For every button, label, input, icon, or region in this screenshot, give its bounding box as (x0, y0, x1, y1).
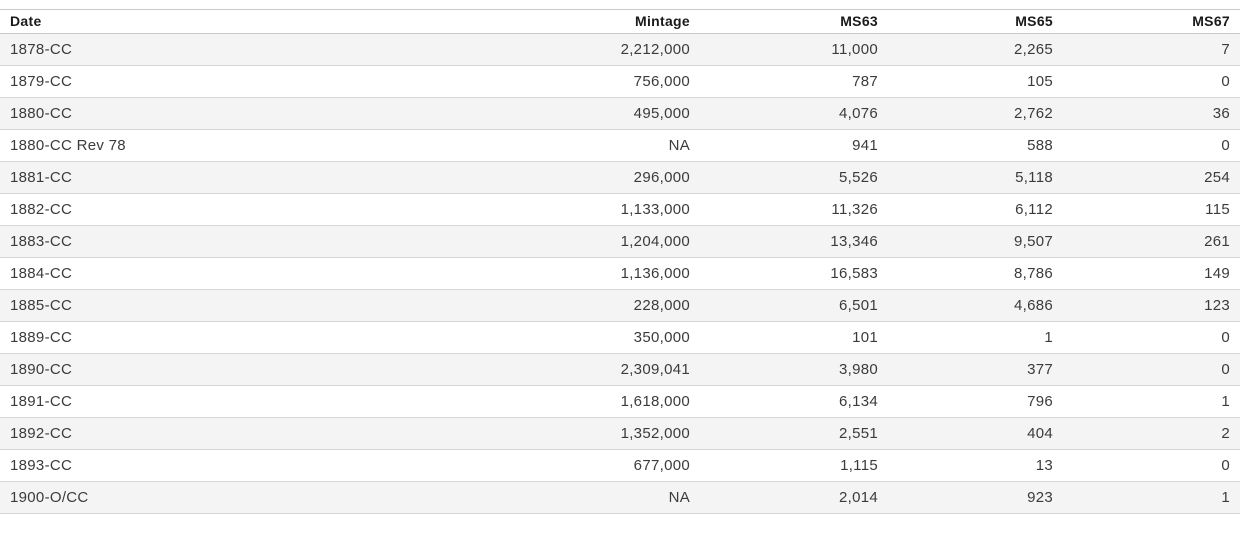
cell-ms63: 787 (700, 65, 888, 98)
cell-ms65: 8,786 (888, 257, 1063, 290)
table-row: 1889-CC 350,000 101 1 0 (0, 321, 1240, 354)
cell-ms63: 16,583 (700, 257, 888, 290)
table-row: 1879-CC 756,000 787 105 0 (0, 65, 1240, 98)
cell-mintage: 2,309,041 (520, 353, 700, 386)
cell-ms65: 2,265 (888, 33, 1063, 66)
table-row: 1892-CC 1,352,000 2,551 404 2 (0, 417, 1240, 450)
cell-ms65: 923 (888, 481, 1063, 514)
cell-date: 1891-CC (0, 385, 520, 418)
coin-population-table: Date Mintage MS63 MS65 MS67 1878-CC 2,21… (0, 9, 1240, 514)
column-header-ms63: MS63 (700, 9, 888, 34)
cell-mintage: 1,618,000 (520, 385, 700, 418)
cell-date: 1885-CC (0, 289, 520, 322)
table-row: 1878-CC 2,212,000 11,000 2,265 7 (0, 33, 1240, 66)
cell-ms65: 588 (888, 129, 1063, 162)
table-row: 1893-CC 677,000 1,115 13 0 (0, 449, 1240, 482)
cell-ms65: 4,686 (888, 289, 1063, 322)
column-header-mintage: Mintage (520, 9, 700, 34)
cell-date: 1884-CC (0, 257, 520, 290)
cell-ms63: 13,346 (700, 225, 888, 258)
table-row: 1885-CC 228,000 6,501 4,686 123 (0, 289, 1240, 322)
cell-ms63: 6,134 (700, 385, 888, 418)
table-row: 1890-CC 2,309,041 3,980 377 0 (0, 353, 1240, 386)
table-row: 1881-CC 296,000 5,526 5,118 254 (0, 161, 1240, 194)
cell-ms67: 7 (1063, 33, 1240, 66)
cell-ms65: 377 (888, 353, 1063, 386)
cell-ms63: 2,014 (700, 481, 888, 514)
cell-ms65: 9,507 (888, 225, 1063, 258)
column-header-ms65: MS65 (888, 9, 1063, 34)
cell-ms63: 5,526 (700, 161, 888, 194)
cell-date: 1883-CC (0, 225, 520, 258)
cell-ms67: 0 (1063, 129, 1240, 162)
cell-mintage: 296,000 (520, 161, 700, 194)
cell-date: 1881-CC (0, 161, 520, 194)
table-row: 1880-CC Rev 78 NA 941 588 0 (0, 129, 1240, 162)
table-row: 1880-CC 495,000 4,076 2,762 36 (0, 97, 1240, 130)
cell-mintage: 2,212,000 (520, 33, 700, 66)
cell-date: 1890-CC (0, 353, 520, 386)
cell-ms67: 0 (1063, 449, 1240, 482)
cell-ms67: 115 (1063, 193, 1240, 226)
cell-ms65: 13 (888, 449, 1063, 482)
table-row: 1900-O/CC NA 2,014 923 1 (0, 481, 1240, 514)
cell-ms63: 2,551 (700, 417, 888, 450)
table-body: 1878-CC 2,212,000 11,000 2,265 7 1879-CC… (0, 33, 1240, 514)
cell-date: 1900-O/CC (0, 481, 520, 514)
cell-ms67: 1 (1063, 385, 1240, 418)
cell-ms67: 254 (1063, 161, 1240, 194)
cell-ms65: 5,118 (888, 161, 1063, 194)
cell-mintage: 1,136,000 (520, 257, 700, 290)
cell-ms65: 1 (888, 321, 1063, 354)
cell-ms63: 1,115 (700, 449, 888, 482)
column-header-date: Date (0, 9, 520, 34)
cell-ms65: 2,762 (888, 97, 1063, 130)
cell-mintage: 495,000 (520, 97, 700, 130)
table-header: Date Mintage MS63 MS65 MS67 (0, 9, 1240, 34)
cell-ms63: 941 (700, 129, 888, 162)
cell-ms67: 0 (1063, 353, 1240, 386)
cell-ms65: 105 (888, 65, 1063, 98)
cell-date: 1889-CC (0, 321, 520, 354)
cell-mintage: 677,000 (520, 449, 700, 482)
cell-mintage: 1,352,000 (520, 417, 700, 450)
cell-mintage: 756,000 (520, 65, 700, 98)
table-row: 1882-CC 1,133,000 11,326 6,112 115 (0, 193, 1240, 226)
cell-date: 1879-CC (0, 65, 520, 98)
cell-ms63: 4,076 (700, 97, 888, 130)
cell-ms67: 0 (1063, 321, 1240, 354)
cell-date: 1878-CC (0, 33, 520, 66)
cell-mintage: 350,000 (520, 321, 700, 354)
cell-date: 1893-CC (0, 449, 520, 482)
cell-ms63: 3,980 (700, 353, 888, 386)
column-header-ms67: MS67 (1063, 9, 1240, 34)
cell-ms63: 11,326 (700, 193, 888, 226)
cell-ms65: 796 (888, 385, 1063, 418)
cell-ms67: 123 (1063, 289, 1240, 322)
cell-ms67: 2 (1063, 417, 1240, 450)
cell-date: 1882-CC (0, 193, 520, 226)
cell-mintage: 1,204,000 (520, 225, 700, 258)
cell-mintage: NA (520, 129, 700, 162)
cell-date: 1880-CC (0, 97, 520, 130)
table-row: 1884-CC 1,136,000 16,583 8,786 149 (0, 257, 1240, 290)
table-row: 1891-CC 1,618,000 6,134 796 1 (0, 385, 1240, 418)
cell-ms67: 36 (1063, 97, 1240, 130)
cell-ms67: 0 (1063, 65, 1240, 98)
cell-ms63: 101 (700, 321, 888, 354)
cell-mintage: 1,133,000 (520, 193, 700, 226)
cell-ms63: 11,000 (700, 33, 888, 66)
cell-date: 1892-CC (0, 417, 520, 450)
cell-mintage: 228,000 (520, 289, 700, 322)
cell-ms63: 6,501 (700, 289, 888, 322)
cell-ms67: 149 (1063, 257, 1240, 290)
cell-ms65: 404 (888, 417, 1063, 450)
cell-date: 1880-CC Rev 78 (0, 129, 520, 162)
table-row: 1883-CC 1,204,000 13,346 9,507 261 (0, 225, 1240, 258)
cell-mintage: NA (520, 481, 700, 514)
cell-ms65: 6,112 (888, 193, 1063, 226)
cell-ms67: 1 (1063, 481, 1240, 514)
cell-ms67: 261 (1063, 225, 1240, 258)
header-row: Date Mintage MS63 MS65 MS67 (0, 9, 1240, 34)
